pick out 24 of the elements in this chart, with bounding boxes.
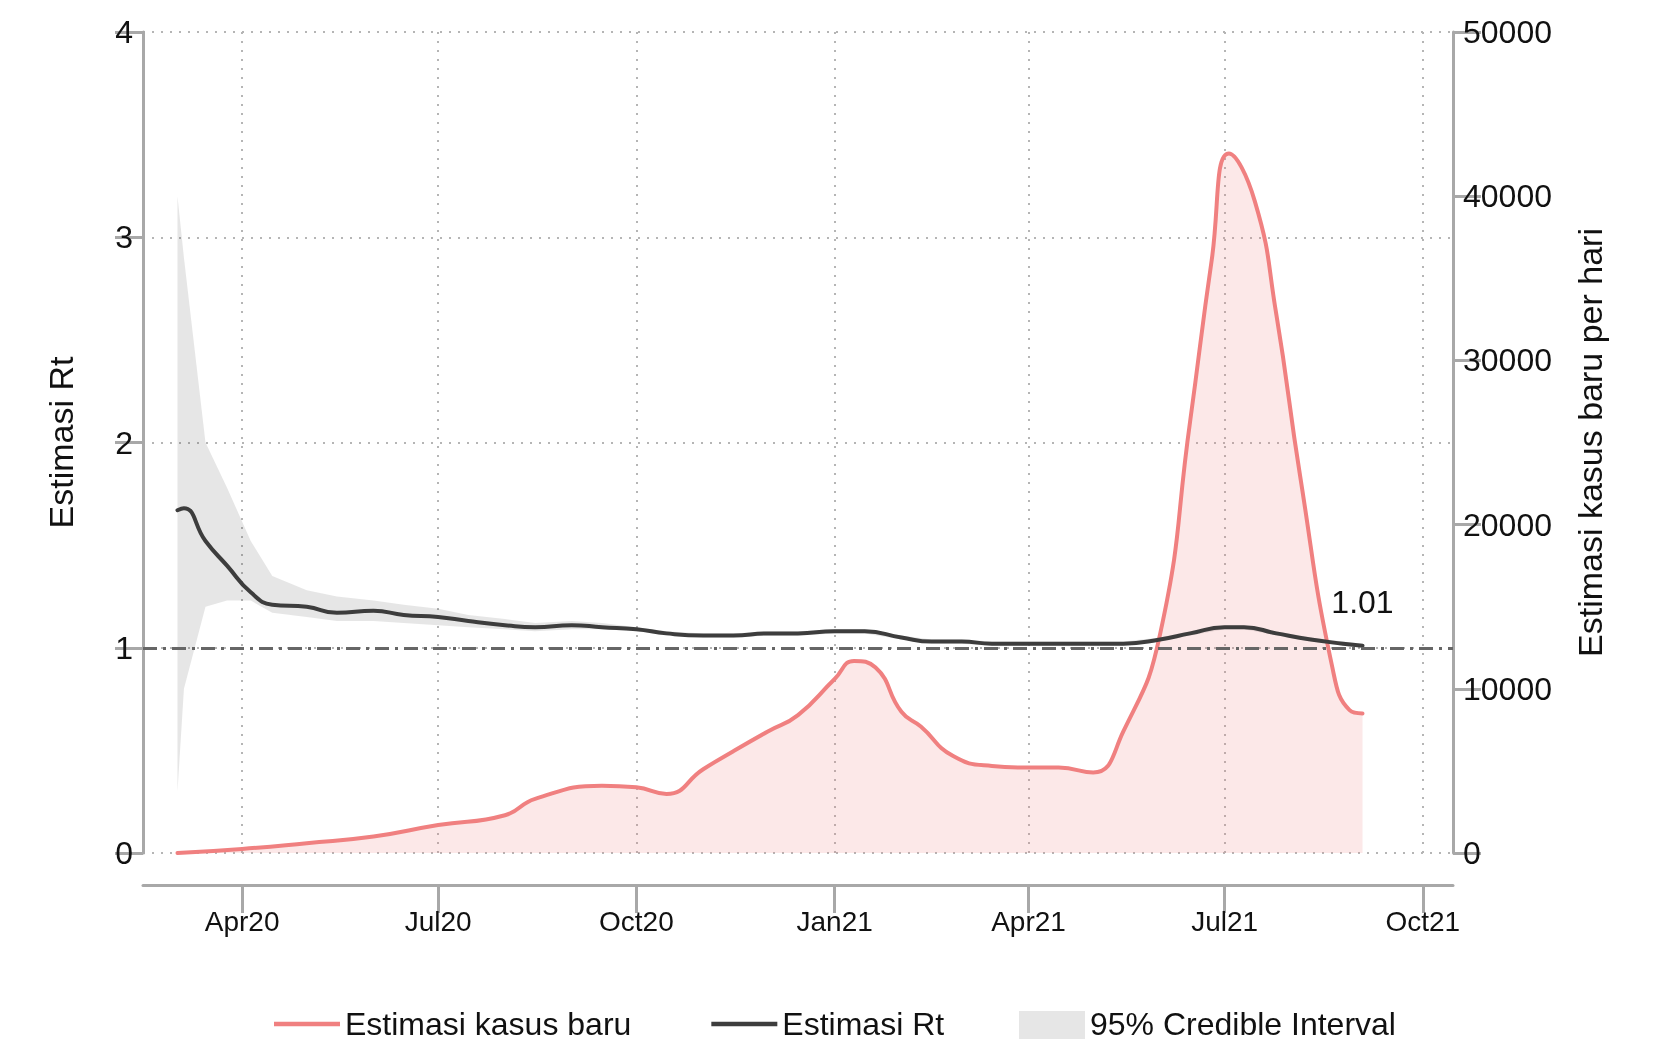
y2-tick-label: 40000 <box>1463 178 1552 215</box>
y2-tick-label: 30000 <box>1463 342 1552 379</box>
y-tick-label: 2 <box>115 424 133 461</box>
text: 95% Credible Interval <box>1090 1006 1396 1043</box>
x-tick-label: Jul20 <box>404 905 472 937</box>
y-tick-label: 1 <box>115 629 133 666</box>
annotation: 1.01 <box>1331 583 1394 620</box>
y-tick-label: 4 <box>115 14 133 50</box>
y-tick-label: 0 <box>115 835 133 871</box>
x-tick-label: Jan21 <box>796 905 873 937</box>
y2-axis-title: Estimasi kasus baru per hari <box>1571 228 1609 657</box>
y2-tick-label: 10000 <box>1463 670 1552 707</box>
legend-label: Estimasi Rt <box>782 1006 945 1042</box>
legend-label: Estimasi kasus baru <box>345 1006 632 1042</box>
y2-tick-label: 20000 <box>1463 506 1552 543</box>
x-tick-label: Jul21 <box>1191 905 1259 937</box>
y2-tick-label: 50000 <box>1463 14 1552 50</box>
x-tick-label: Apr20 <box>204 905 280 937</box>
x-tick-label: Apr21 <box>991 905 1066 937</box>
y-axis-title: Estimasi Rt <box>42 356 80 529</box>
y2-tick-label: 0 <box>1463 835 1481 871</box>
x-tick-label: Oct21 <box>1385 905 1461 937</box>
y-tick-label: 3 <box>115 219 133 256</box>
x-tick-label: Oct20 <box>599 905 674 937</box>
